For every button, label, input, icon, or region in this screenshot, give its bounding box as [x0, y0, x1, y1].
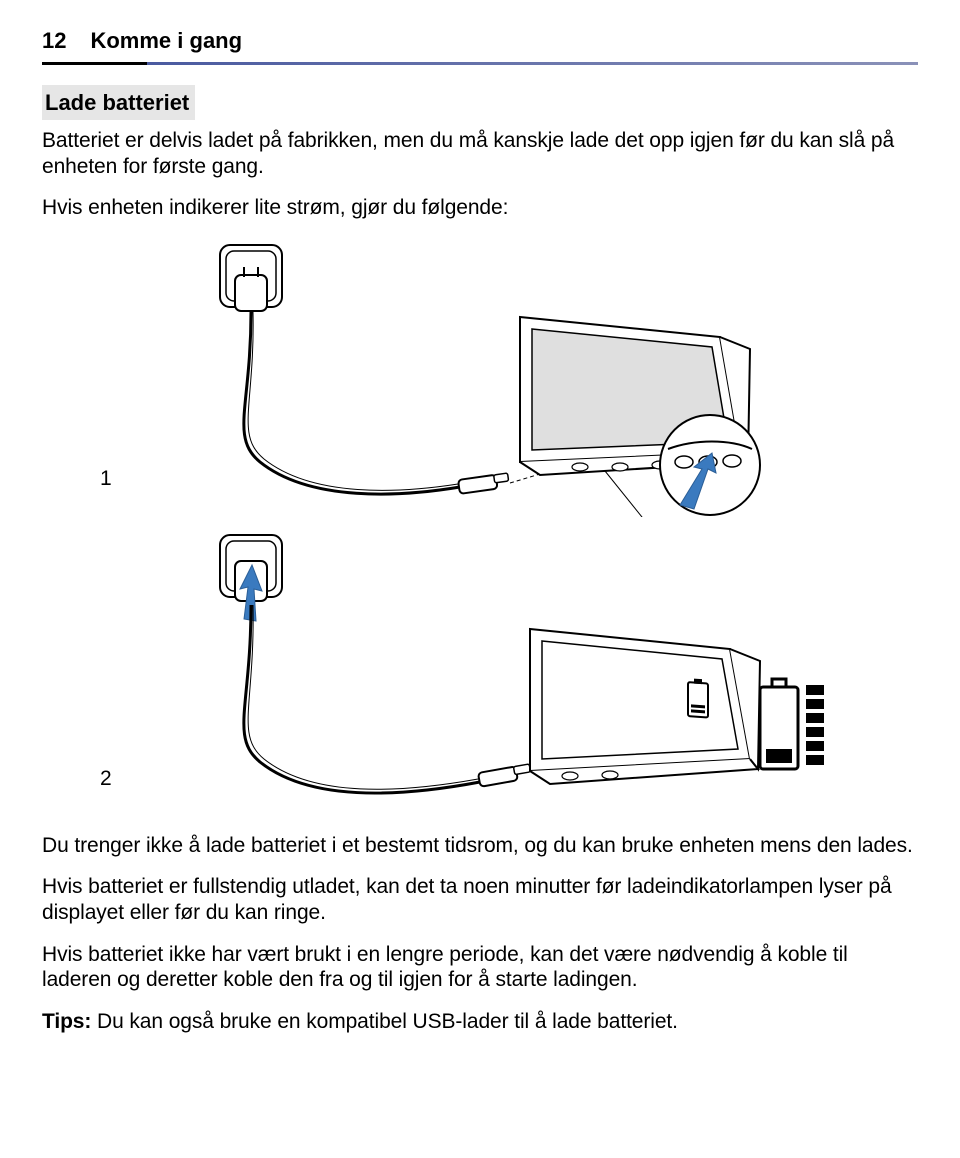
- connector-2: [478, 764, 531, 787]
- tips-paragraph: Tips: Du kan også bruke en kompatibel US…: [42, 1009, 918, 1035]
- tips-text: Du kan også bruke en kompatibel USB-lade…: [91, 1010, 678, 1033]
- charging-diagram: 1 2: [100, 237, 860, 823]
- reconnect-paragraph: Hvis batteriet ikke har vært brukt i en …: [42, 942, 918, 993]
- battery-large-icon: [760, 679, 824, 769]
- diagram-step-1: [200, 237, 840, 517]
- section-title: Lade batteriet: [42, 85, 195, 120]
- page-root: 12 Komme i gang Lade batteriet Batteriet…: [0, 0, 960, 1086]
- cable-2: [244, 605, 480, 793]
- header-section-title: Komme i gang: [66, 28, 242, 54]
- phone-step-2: [530, 629, 760, 784]
- if-low-paragraph: Hvis enheten indikerer lite strøm, gjør …: [42, 195, 918, 221]
- page-header: 12 Komme i gang: [42, 28, 918, 56]
- wall-outlet: [220, 245, 282, 311]
- step-label-1: 1: [100, 467, 112, 491]
- header-rule: [42, 62, 918, 65]
- connector-1: [458, 473, 509, 494]
- cable-1: [244, 312, 460, 494]
- no-fixed-time-paragraph: Du trenger ikke å lade batteriet i et be…: [42, 833, 918, 859]
- section-title-wrap: Lade batteriet: [42, 85, 918, 128]
- diagram-step-2: [200, 527, 840, 827]
- step-label-2: 2: [100, 767, 112, 791]
- page-number: 12: [42, 28, 66, 54]
- header-left: 12 Komme i gang: [42, 28, 242, 54]
- intro-paragraph: Batteriet er delvis ladet på fabrikken, …: [42, 128, 918, 179]
- tips-label: Tips:: [42, 1010, 91, 1033]
- zoom-circle: [660, 415, 760, 515]
- full-discharge-paragraph: Hvis batteriet er fullstendig utladet, k…: [42, 874, 918, 925]
